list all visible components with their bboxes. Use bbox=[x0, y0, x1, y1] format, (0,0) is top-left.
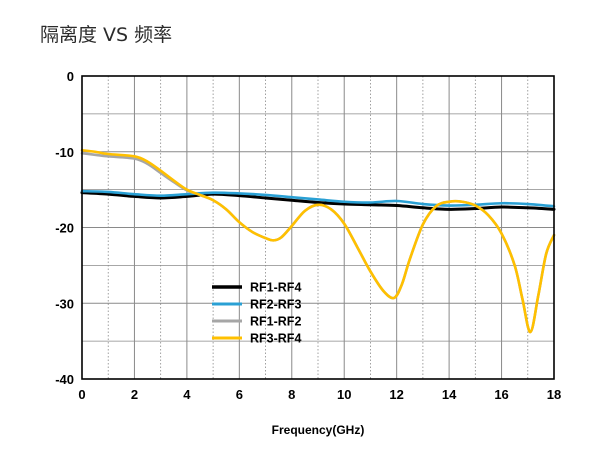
x-tick-label: 10 bbox=[337, 387, 351, 402]
x-axis-label: Frequency(GHz) bbox=[272, 423, 365, 437]
x-tick-label: 4 bbox=[183, 387, 191, 402]
x-tick-label: 8 bbox=[288, 387, 295, 402]
legend-label: RF3-RF4 bbox=[250, 332, 301, 346]
x-tick-label: 18 bbox=[547, 387, 561, 402]
chart-title: 隔离度 VS 频率 bbox=[40, 24, 173, 46]
series-line-rf1-rf2 bbox=[80, 151, 556, 334]
series-line-rf1-rf4 bbox=[80, 191, 556, 211]
y-tick-label: -40 bbox=[55, 372, 74, 387]
x-tick-label: 0 bbox=[78, 387, 85, 402]
series-lines bbox=[80, 148, 556, 334]
x-tick-label: 16 bbox=[494, 387, 508, 402]
legend: RF1-RF4 RF2-RF3 RF1-RF2 RF3-RF4 bbox=[212, 281, 301, 346]
y-tick-label: -10 bbox=[55, 145, 74, 160]
y-tick-label: -30 bbox=[55, 296, 74, 311]
x-tick-label: 6 bbox=[236, 387, 243, 402]
x-tick-label: 12 bbox=[389, 387, 403, 402]
legend-label: RF1-RF4 bbox=[250, 281, 301, 295]
grid bbox=[82, 76, 554, 379]
tick-labels: 0 2 4 6 8 10 12 14 16 18 0 -10 -20 -30 -40 bbox=[55, 69, 561, 402]
x-tick-label: 14 bbox=[442, 387, 457, 402]
y-tick-label: 0 bbox=[67, 69, 74, 84]
legend-label: RF2-RF3 bbox=[250, 298, 301, 312]
x-tick-label: 2 bbox=[131, 387, 138, 402]
y-tick-label: -20 bbox=[55, 221, 74, 236]
legend-label: RF1-RF2 bbox=[250, 315, 301, 329]
plot-frame bbox=[81, 75, 555, 380]
series-line-rf3-rf4 bbox=[80, 148, 556, 334]
